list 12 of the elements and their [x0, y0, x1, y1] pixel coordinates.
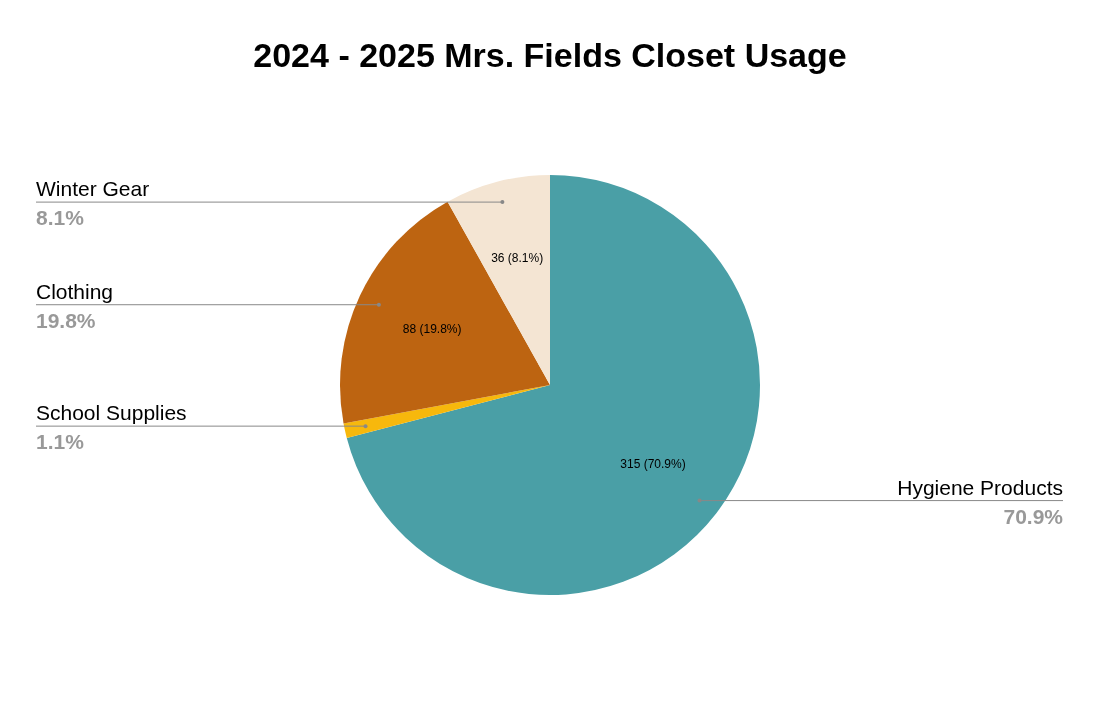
- text: 19.8%: [36, 308, 96, 332]
- slice-label: School Supplies: [36, 401, 187, 425]
- text: 1.1%: [36, 430, 85, 454]
- data-label: 88 (19.8%): [402, 322, 462, 337]
- chart-title: 2024 - 2025 Mrs. Fields Closet Usage: [252, 36, 848, 75]
- data-label: 315 (70.9%): [620, 456, 686, 471]
- slice-label: Clothing: [36, 279, 114, 303]
- text: 70.9%: [1003, 504, 1064, 528]
- slice-label: Hygiene Products: [897, 475, 1063, 499]
- data-label: 36 (8.1%): [491, 251, 544, 266]
- text: 8.1%: [36, 206, 85, 230]
- slice-label: Winter Gear: [36, 177, 150, 201]
